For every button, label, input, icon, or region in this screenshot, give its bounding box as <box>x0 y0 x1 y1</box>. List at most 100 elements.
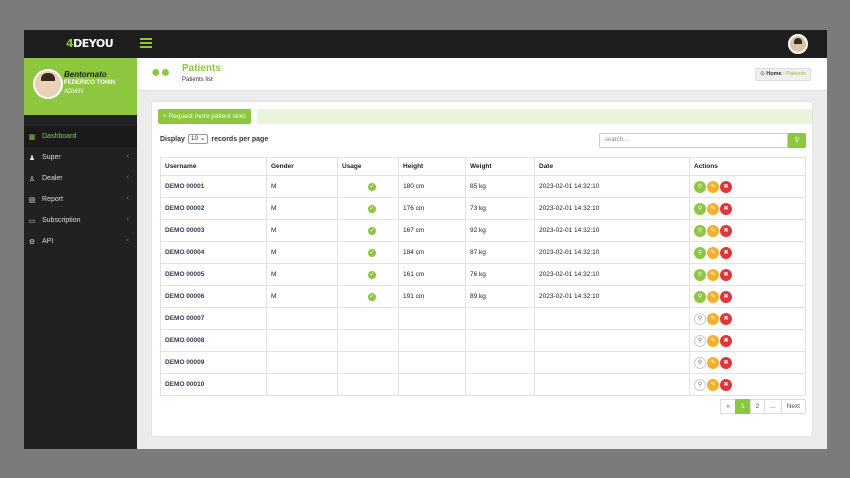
cell-weight <box>465 373 535 396</box>
cell-date: 2023-02-01 14:32:10 <box>534 175 690 198</box>
edit-icon[interactable]: ✎ <box>707 378 719 391</box>
view-icon[interactable]: ⚲ <box>694 268 706 281</box>
pagination-page[interactable]: 1 <box>734 399 751 414</box>
cell-actions: ⚲ ✎ ✖ <box>689 373 806 396</box>
sidebar-item-subscription[interactable]: ▭ Subscription ‹ <box>24 210 137 231</box>
records-per-page-select[interactable]: 10 ⌄ <box>187 134 209 144</box>
view-icon[interactable]: ⚲ <box>694 334 706 347</box>
cell-date <box>534 373 690 396</box>
cell-usage: ✓ <box>337 285 399 308</box>
column-header[interactable]: Usage <box>337 157 399 176</box>
pagination-next[interactable]: Next <box>780 399 806 414</box>
cell-username: DEMO 00003 <box>160 219 267 242</box>
cell-actions: ⚲ ✎ ✖ <box>689 241 806 264</box>
sidebar-item-api[interactable]: ⚙ API ‹ <box>24 231 137 252</box>
view-icon[interactable]: ⚲ <box>694 246 706 259</box>
cell-date <box>534 351 690 374</box>
edit-icon[interactable]: ✎ <box>707 334 719 347</box>
select-value: 10 <box>190 135 199 142</box>
cell-weight <box>465 307 535 330</box>
cell-usage <box>337 307 399 330</box>
delete-icon[interactable]: ✖ <box>720 334 732 347</box>
column-header[interactable]: Height <box>398 157 466 176</box>
cell-height: 167 cm <box>398 219 466 242</box>
delete-icon[interactable]: ✖ <box>720 246 732 259</box>
display-prefix: Display <box>160 135 185 143</box>
cell-gender: M <box>266 285 338 308</box>
table-row: DEMO 00003 M ✓ 167 cm 92 kg 2023-02-01 14:32:… <box>160 219 806 242</box>
delete-icon[interactable]: ✖ <box>720 180 732 193</box>
sidebar-item-super[interactable]: ♟ Super ‹ <box>24 147 137 168</box>
sidebar-item-report[interactable]: ▤ Report ‹ <box>24 189 137 210</box>
cell-gender: M <box>266 263 338 286</box>
card-icon: ▭ <box>28 217 36 225</box>
sidebar-item-dashboard[interactable]: ▦ Dashboard <box>24 126 137 147</box>
view-icon[interactable]: ⚲ <box>694 202 706 215</box>
cell-gender: M <box>266 219 338 242</box>
cell-usage <box>337 351 399 374</box>
edit-icon[interactable]: ✎ <box>707 246 719 259</box>
cell-usage: ✓ <box>337 241 399 264</box>
cell-username: DEMO 00002 <box>160 197 267 220</box>
delete-icon[interactable]: ✖ <box>720 378 732 391</box>
sidebar-item-dealer[interactable]: ♙ Dealer ‹ <box>24 168 137 189</box>
cell-username: DEMO 00008 <box>160 329 267 352</box>
pagination-page[interactable]: 2 <box>749 399 766 414</box>
sidebar-item-label: Dashboard <box>42 133 77 140</box>
cell-actions: ⚲ ✎ ✖ <box>689 285 806 308</box>
view-icon[interactable]: ⚲ <box>694 224 706 237</box>
logo[interactable]: 4DEYOU <box>66 34 114 54</box>
cell-actions: ⚲ ✎ ✖ <box>689 197 806 220</box>
view-icon[interactable]: ⚲ <box>694 356 706 369</box>
view-icon[interactable]: ⚲ <box>694 378 706 391</box>
breadcrumb-home[interactable]: Home <box>766 71 782 77</box>
search-input[interactable]: search... <box>599 133 788 148</box>
page-title: Patients <box>182 63 221 74</box>
greeting: Bentornato <box>64 70 107 79</box>
delete-icon[interactable]: ✖ <box>720 224 732 237</box>
edit-icon[interactable]: ✎ <box>707 268 719 281</box>
menu-toggle-icon[interactable] <box>140 38 152 48</box>
search-button[interactable]: ⚲ <box>788 133 806 148</box>
edit-icon[interactable]: ✎ <box>707 202 719 215</box>
logo-text: DEYOU <box>73 37 114 50</box>
delete-icon[interactable]: ✖ <box>720 356 732 369</box>
patients-card: + Request more patient slots Display 10 … <box>151 101 813 437</box>
delete-icon[interactable]: ✖ <box>720 290 732 303</box>
column-header[interactable]: Username <box>160 157 267 176</box>
cell-usage <box>337 373 399 396</box>
edit-icon[interactable]: ✎ <box>707 312 719 325</box>
user-avatar[interactable] <box>788 34 808 54</box>
delete-icon[interactable]: ✖ <box>720 268 732 281</box>
cell-weight: 85 kg <box>465 175 535 198</box>
pagination-prev[interactable]: « <box>720 399 736 414</box>
cell-date: 2023-02-01 14:32:10 <box>534 197 690 220</box>
edit-icon[interactable]: ✎ <box>707 356 719 369</box>
records-per-page: Display 10 ⌄ records per page <box>160 134 268 144</box>
cell-date <box>534 307 690 330</box>
app-window: 4DEYOU Bentornato FEDERICO TONIN ADMIN ▦… <box>24 30 827 449</box>
chevron-left-icon: ‹ <box>126 153 129 160</box>
request-slots-button[interactable]: + Request more patient slots <box>158 109 251 124</box>
edit-icon[interactable]: ✎ <box>707 290 719 303</box>
delete-icon[interactable]: ✖ <box>720 202 732 215</box>
column-header[interactable]: Date <box>534 157 690 176</box>
edit-icon[interactable]: ✎ <box>707 224 719 237</box>
user-role: ADMIN <box>64 89 84 95</box>
delete-icon[interactable]: ✖ <box>720 312 732 325</box>
table-row: DEMO 00008 ⚲ ✎ ✖ <box>160 329 806 352</box>
report-icon: ▤ <box>28 196 36 204</box>
view-icon[interactable]: ⚲ <box>694 180 706 193</box>
column-header[interactable]: Gender <box>266 157 338 176</box>
edit-icon[interactable]: ✎ <box>707 180 719 193</box>
cell-actions: ⚲ ✎ ✖ <box>689 219 806 242</box>
cell-gender: M <box>266 197 338 220</box>
view-icon[interactable]: ⚲ <box>694 312 706 325</box>
patients-icon: ●● <box>151 64 171 81</box>
table-row: DEMO 00010 ⚲ ✎ ✖ <box>160 373 806 396</box>
cell-gender <box>266 351 338 374</box>
logo-accent: 4 <box>66 37 74 50</box>
view-icon[interactable]: ⚲ <box>694 290 706 303</box>
home-icon: ⊙ <box>760 71 767 77</box>
column-header[interactable]: Weight <box>465 157 535 176</box>
